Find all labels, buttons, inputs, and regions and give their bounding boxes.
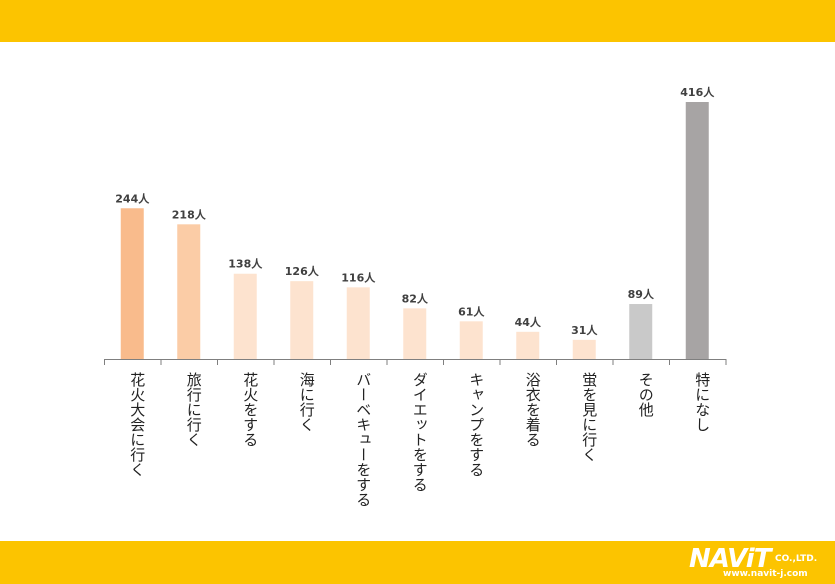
company-logo: NAViT CO.,LTD. www.navit-j.com xyxy=(689,545,829,581)
logo-text: NAViT xyxy=(689,544,771,574)
data-label: 138人 xyxy=(228,257,263,271)
data-label: 218人 xyxy=(172,207,207,221)
bar xyxy=(177,224,201,359)
category-label: 旅行に行く xyxy=(185,372,203,447)
category-label: ダイエットをする xyxy=(411,372,429,492)
bar xyxy=(459,321,483,359)
category-label: その他 xyxy=(637,372,655,418)
data-label: 61人 xyxy=(458,304,485,318)
bottom-banner xyxy=(0,541,835,584)
category-label: 花火大会に行く xyxy=(128,372,146,477)
bar xyxy=(233,273,257,359)
company-url: www.navit-j.com xyxy=(723,569,808,579)
data-label: 89人 xyxy=(628,287,655,301)
top-banner xyxy=(0,0,835,42)
bar xyxy=(572,339,596,359)
bar xyxy=(346,287,370,359)
data-label: 244人 xyxy=(115,191,150,205)
data-label: 82人 xyxy=(402,291,429,305)
data-label: 31人 xyxy=(571,323,598,337)
bar xyxy=(290,281,314,359)
category-label: バーベキューをする xyxy=(354,372,372,507)
bar xyxy=(120,208,144,359)
data-label: 116人 xyxy=(341,270,376,284)
category-label: 海に行く xyxy=(298,372,316,432)
data-label: 416人 xyxy=(680,85,715,99)
bar xyxy=(403,308,427,359)
data-label: 44人 xyxy=(515,315,542,329)
logo-suffix: CO.,LTD. xyxy=(775,554,818,564)
data-label: 126人 xyxy=(285,264,320,278)
category-label: キャンプをする xyxy=(467,372,485,477)
bar xyxy=(685,102,709,359)
category-label: 花火をする xyxy=(241,372,259,447)
category-label: 浴衣を着る xyxy=(524,372,542,447)
bar xyxy=(629,304,653,359)
category-label: 特になし xyxy=(693,372,711,432)
bar xyxy=(516,331,540,359)
category-label: 蛍を見に行く xyxy=(580,372,598,462)
